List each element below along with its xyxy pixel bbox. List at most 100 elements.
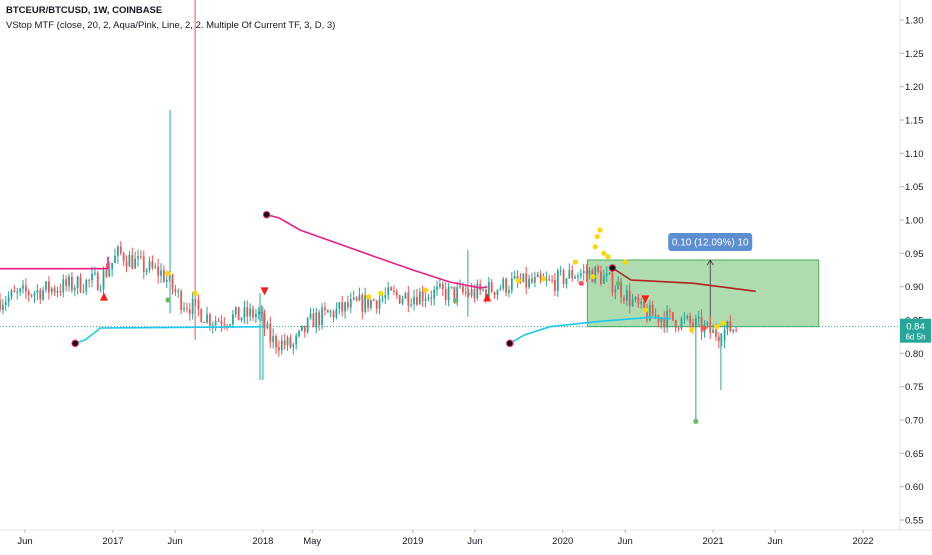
candle-body	[692, 322, 694, 327]
candle-body	[657, 315, 660, 323]
candle-body	[24, 285, 27, 292]
candle-body	[485, 289, 487, 299]
candle-body	[137, 256, 139, 259]
measure-label-bg	[668, 233, 753, 251]
candle-body	[145, 269, 148, 272]
y-tick-label: 0.80	[905, 349, 924, 360]
signal-dot	[540, 276, 547, 282]
candle-body	[186, 307, 188, 310]
candle-body	[174, 289, 177, 292]
candle-body	[209, 314, 211, 326]
candle-body	[211, 325, 214, 327]
aqua-stop-1	[74, 325, 263, 345]
candle-body	[148, 261, 151, 270]
candle-body	[30, 295, 33, 297]
candle-body	[283, 340, 286, 346]
candle-body	[131, 254, 134, 269]
signal-dot	[572, 259, 579, 265]
signal-dot	[622, 259, 628, 265]
candle-body	[36, 290, 39, 294]
candle-body	[324, 307, 326, 310]
candle-body	[421, 291, 424, 301]
candle-body	[183, 307, 185, 310]
candle-body	[674, 320, 677, 329]
candle-body	[568, 270, 571, 279]
candle-body	[487, 282, 490, 299]
candle-body	[312, 313, 315, 328]
candle-body	[654, 315, 657, 317]
y-tick-label: 0.90	[905, 282, 924, 293]
candle-body	[349, 299, 352, 308]
y-tick-label: 0.70	[905, 416, 924, 427]
candle-body	[384, 295, 387, 298]
candle-body	[660, 318, 663, 323]
candle-body	[577, 275, 579, 278]
candle-body	[597, 266, 599, 272]
candle-body	[531, 278, 533, 283]
candle-body	[117, 246, 119, 256]
candle-body	[479, 283, 482, 290]
candle-body	[45, 281, 47, 290]
candle-body	[404, 292, 407, 299]
candle-body	[594, 266, 597, 283]
candle-body	[286, 337, 289, 346]
candle-body	[565, 278, 568, 285]
vstop-series	[0, 210, 756, 348]
candle-body	[42, 289, 45, 300]
candle-body	[226, 325, 229, 327]
x-tick-label: Jun	[467, 536, 482, 547]
candle-body	[82, 291, 85, 293]
x-tick-label: May	[303, 536, 321, 547]
x-tick-label: 2022	[852, 536, 873, 547]
candle-body	[243, 307, 246, 318]
signal-dot	[642, 307, 648, 313]
candle-body	[600, 271, 602, 284]
candle-body	[329, 311, 332, 313]
candle-body	[200, 309, 203, 323]
candle-body	[715, 329, 717, 337]
candle-body	[582, 270, 585, 274]
candle-body	[50, 288, 53, 293]
candle-body	[188, 309, 191, 315]
candle-body	[559, 270, 562, 272]
indicator-legend[interactable]: VStop MTF (close, 20, 2, Aqua/Pink, Line…	[6, 20, 336, 31]
candle-body	[533, 277, 536, 283]
candle-body	[634, 297, 637, 300]
candle-body	[203, 322, 206, 324]
signal-dot	[597, 227, 603, 233]
candle-body	[726, 321, 729, 330]
candle-body	[706, 322, 709, 325]
current-price-label: 0.84	[906, 322, 925, 333]
candle-body	[154, 266, 157, 268]
candle-body	[628, 290, 631, 306]
candle-body	[646, 310, 648, 321]
candle-body	[470, 289, 473, 296]
candle-body	[263, 313, 266, 329]
candle-body	[623, 297, 625, 302]
candle-body	[407, 292, 410, 306]
y-tick-label: 0.60	[905, 482, 924, 493]
candle-body	[347, 302, 349, 308]
candle-body	[232, 314, 234, 325]
candle-body	[364, 295, 367, 312]
candle-body	[367, 295, 369, 308]
candle-body	[490, 282, 493, 292]
candle-body	[395, 291, 398, 296]
x-tick-label: Jun	[618, 536, 633, 547]
candle-body	[375, 300, 378, 309]
triangle-down-marker	[260, 287, 269, 296]
darkred-stop	[612, 267, 756, 293]
y-tick-label: 0.55	[905, 516, 924, 527]
candle-body	[229, 324, 231, 326]
candle-body	[651, 304, 654, 316]
x-tick-label: 2018	[252, 536, 273, 547]
candle-body	[19, 288, 22, 292]
signal-dot	[720, 320, 726, 326]
x-axis[interactable]: Jun 2017 Jun 2018 May 2019 Jun 2020 Jun 2021 Jun 20…	[0, 529, 932, 547]
candle-body	[562, 270, 565, 285]
candle-body	[151, 261, 154, 268]
candle-body	[361, 295, 364, 312]
pink-stop-2	[266, 213, 488, 289]
